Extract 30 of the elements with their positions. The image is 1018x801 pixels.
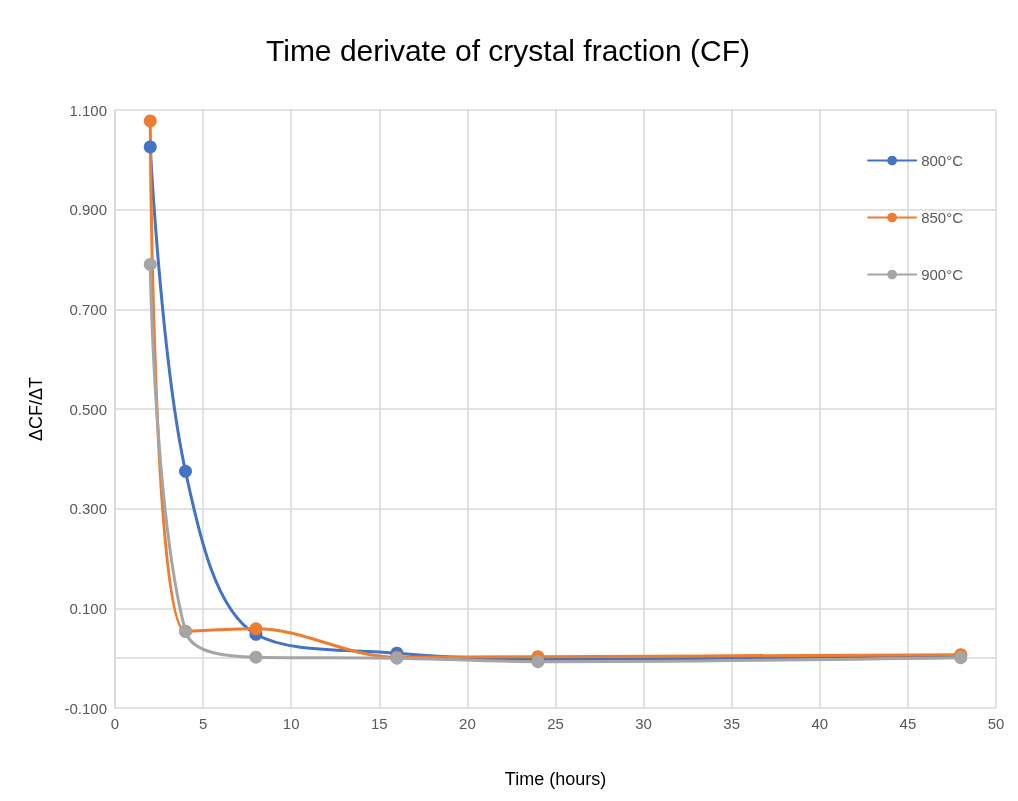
chart-title: Time derivate of crystal fraction (CF) (266, 33, 750, 67)
point (143, 114, 157, 128)
y-tick-label: 0.100 (69, 599, 107, 617)
y-tick-label: 0.300 (69, 500, 107, 518)
x-axis-title: Time (hours) (504, 769, 607, 789)
legend-label: 850°C (921, 209, 964, 226)
point (249, 650, 263, 664)
point (143, 257, 157, 271)
legend-label: 800°C (921, 152, 964, 169)
point (143, 140, 157, 154)
x-tick-label: 25 (547, 715, 564, 732)
x-tick-label: 50 (987, 715, 1005, 732)
y-tick-label: 1.100 (69, 101, 107, 119)
point (178, 464, 192, 478)
legend-label: 900°C (921, 266, 964, 283)
x-tick-label: 35 (723, 715, 741, 732)
x-tick-label: 5 (198, 715, 208, 732)
x-tick-label: 15 (370, 715, 388, 732)
x-tick-label: 0 (110, 715, 120, 732)
y-tick-label: -0.100 (64, 699, 107, 717)
point (249, 622, 263, 636)
y-tick-label: 0.700 (69, 300, 107, 318)
y-tick-label: 0.500 (69, 400, 107, 418)
y-axis-title: ΔCF/ΔT (26, 376, 46, 442)
x-tick-label: 40 (811, 715, 829, 732)
x-tick-label: 10 (282, 715, 300, 732)
x-tick-label: 30 (635, 715, 652, 732)
y-tick-label: 0.900 (69, 201, 107, 219)
x-tick-label: 20 (459, 715, 476, 732)
x-tick-label: 45 (899, 715, 917, 732)
